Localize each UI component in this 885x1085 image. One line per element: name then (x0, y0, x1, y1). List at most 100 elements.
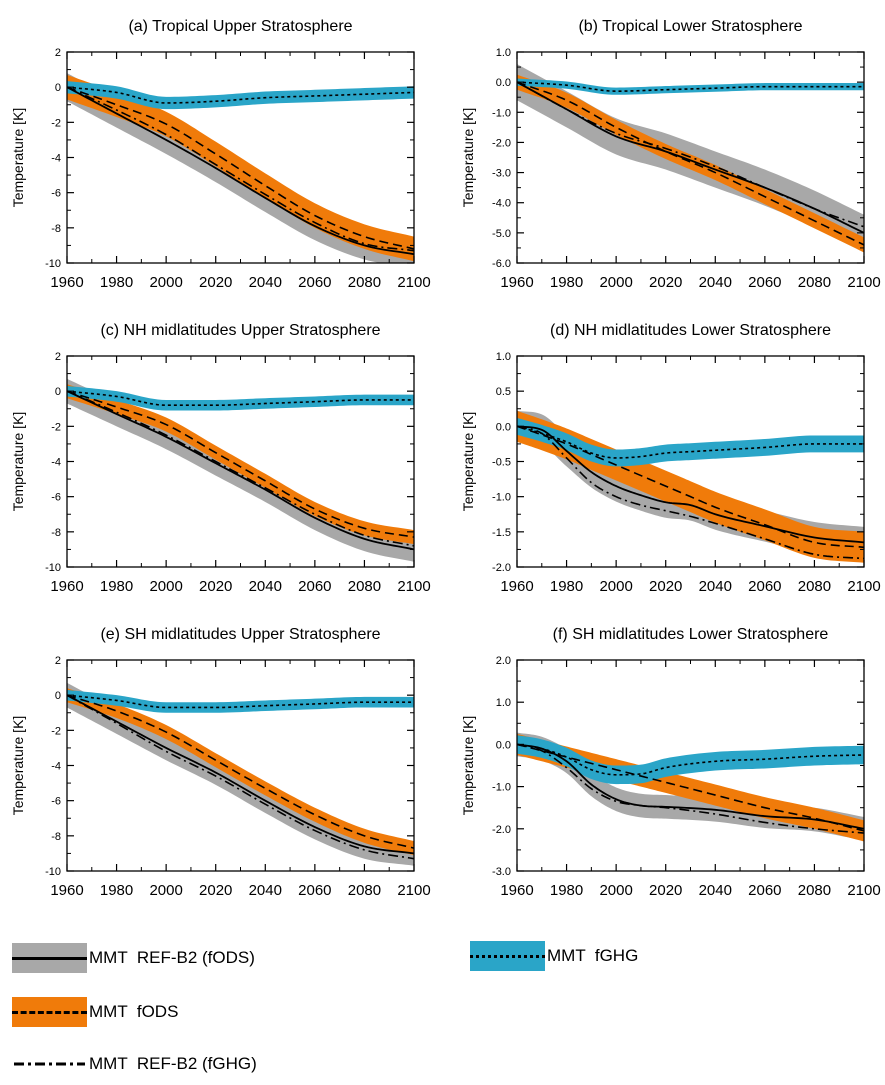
y-tick-label: -2.0 (492, 137, 511, 149)
x-tick-label: 1960 (50, 578, 83, 595)
y-tick-label: 2 (55, 655, 61, 667)
x-tick-label: 2040 (249, 882, 282, 899)
line-ref_fods (67, 86, 414, 256)
y-tick-label: 1.0 (496, 697, 511, 709)
y-tick-label: -0.5 (492, 457, 511, 469)
panel-title: (e) SH midlatitudes Upper Stratosphere (100, 626, 380, 643)
y-tick-label: -6 (51, 492, 61, 504)
y-tick-label: 1.0 (496, 351, 511, 363)
panel-title: (c) NH midlatitudes Upper Stratosphere (100, 322, 380, 339)
band-fods (517, 733, 864, 842)
band-fods (67, 74, 414, 262)
line-fods (517, 81, 864, 246)
y-axis-label: Temperature [K] (10, 108, 26, 208)
x-tick-label: 2080 (348, 578, 381, 595)
line-ref_fghg (67, 694, 414, 860)
legend-swatch-ref-fghg (12, 1048, 87, 1080)
line-fods (67, 694, 414, 849)
y-tick-label: -1.0 (492, 107, 511, 119)
x-tick-label: 1980 (550, 578, 583, 595)
line-ref_fods (517, 81, 864, 234)
y-tick-label: -2 (51, 421, 61, 433)
x-tick-label: 2080 (798, 274, 831, 291)
line-ref_fghg (67, 390, 414, 547)
band-fghg (517, 735, 864, 785)
plot-area (517, 410, 864, 563)
y-tick-label: -4 (51, 761, 61, 773)
panel-tropical-lower: 1960 1980 2000 2020 2040 2060 2080 2100 1.0 0.0 -1… (460, 18, 881, 291)
x-tick-label: 2000 (149, 578, 182, 595)
line-fghg (67, 390, 414, 407)
line-ref_fods (517, 743, 864, 830)
legend: MMT REF-B2 (fODS) MMT fGHG MMT fODS MMT … (0, 920, 885, 1076)
x-tick-label: 2020 (649, 274, 682, 291)
legend-item-ref-fods: MMT REF-B2 (fODS) (12, 938, 255, 978)
y-axis-label: Temperature [K] (10, 716, 26, 816)
x-tick-label: 1980 (550, 274, 583, 291)
line-fghg (517, 743, 864, 776)
line-ref_fghg (67, 86, 414, 252)
plot-area (67, 682, 414, 866)
x-tick-label: 2000 (149, 882, 182, 899)
x-tick-label: 2000 (599, 274, 632, 291)
y-axis-label: Temperature [K] (460, 716, 476, 816)
y-tick-label: -1.0 (492, 782, 511, 794)
legend-label-fghg: MMT fGHG (547, 946, 639, 965)
band-fghg (67, 385, 414, 411)
panel-title: (d) NH midlatitudes Lower Stratosphere (550, 322, 831, 339)
panel-tropical-upper: 1960 1980 2000 2020 2040 2060 2080 2100 2 0 -2 -4 -6… (10, 18, 431, 291)
y-tick-label: -2.0 (492, 562, 511, 574)
y-axis-label: Temperature [K] (460, 412, 476, 512)
x-tick-label: 2020 (649, 578, 682, 595)
x-tick-label: 2100 (397, 578, 430, 595)
band-fods (67, 688, 414, 856)
line-fghg (517, 81, 864, 92)
y-tick-label: -1.5 (492, 527, 511, 539)
x-tick-label: 2080 (798, 882, 831, 899)
x-tick-label: 2100 (847, 274, 880, 291)
panel-title: (a) Tropical Upper Stratosphere (128, 18, 352, 35)
legend-item-fods: MMT fODS (12, 992, 178, 1032)
x-tick-label: 2080 (348, 274, 381, 291)
legend-line-solid (12, 957, 87, 960)
y-axis-label: Temperature [K] (460, 108, 476, 208)
x-tick-label: 1960 (50, 882, 83, 899)
panel-nh-upper: 1960 1980 2000 2020 2040 2060 2080 2100 2 0 -2 -4 -6… (10, 322, 431, 595)
x-tick-label: 2100 (397, 882, 430, 899)
plot-area (67, 378, 414, 562)
x-tick-label: 1960 (50, 274, 83, 291)
line-ref_fods (67, 694, 414, 855)
line-fghg (67, 694, 414, 709)
x-tick-label: 2040 (699, 882, 732, 899)
y-tick-label: -1.0 (492, 492, 511, 504)
x-tick-label: 1960 (500, 274, 533, 291)
y-tick-label: 0.0 (496, 421, 511, 433)
x-tick-label: 2060 (748, 882, 781, 899)
x-tick-label: 2100 (847, 882, 880, 899)
y-tick-label: -2 (51, 725, 61, 737)
line-fods (67, 390, 414, 538)
x-tick-label: 2020 (199, 274, 232, 291)
legend-swatch-fods (12, 996, 87, 1028)
x-tick-label: 2080 (348, 882, 381, 899)
x-tick-label: 2040 (249, 578, 282, 595)
band-fods (67, 384, 414, 545)
x-tick-label: 2060 (748, 578, 781, 595)
panel-title: (f) SH midlatitudes Lower Stratosphere (553, 626, 829, 643)
legend-item-ref-fghg: MMT REF-B2 (fGHG) (12, 1044, 257, 1084)
y-tick-label: 0.5 (496, 386, 511, 398)
legend-line-dashdot (14, 1062, 85, 1066)
panel-sh-upper: 1960 1980 2000 2020 2040 2060 2080 2100 2 0 -2 -4 -6… (10, 626, 431, 899)
y-tick-label: -6 (51, 796, 61, 808)
line-fods (67, 86, 414, 250)
y-tick-label: 0 (55, 386, 61, 398)
x-tick-label: 2040 (699, 274, 732, 291)
line-ref_fods (67, 390, 414, 551)
panel-title: (b) Tropical Lower Stratosphere (578, 18, 802, 35)
band-fghg (517, 78, 864, 95)
y-tick-label: -4 (51, 457, 61, 469)
x-tick-label: 1960 (500, 578, 533, 595)
x-tick-label: 1980 (100, 578, 133, 595)
x-tick-label: 2040 (249, 274, 282, 291)
